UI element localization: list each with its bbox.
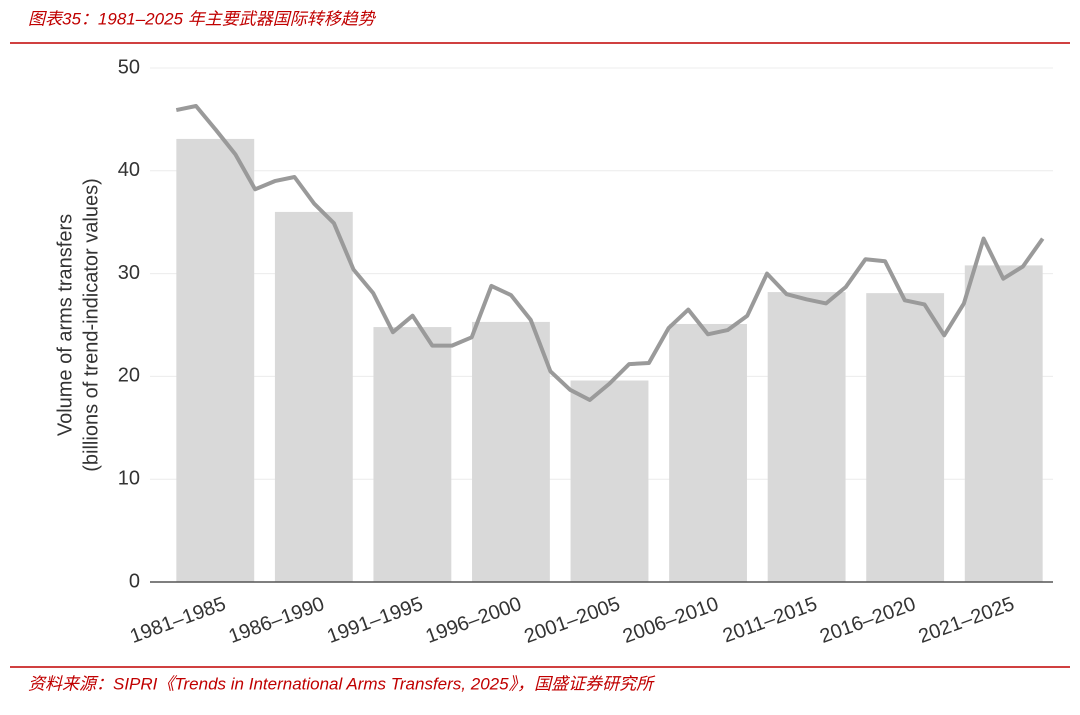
x-tick-label: 2001–2005: [521, 593, 623, 648]
x-tick-label: 1981–1985: [127, 593, 229, 648]
x-tick-label: 1991–1995: [324, 593, 426, 648]
y-axis-title: (billions of trend-indicator values): [80, 178, 102, 471]
x-tick-label: 1986–1990: [226, 593, 328, 648]
bar: [964, 265, 1043, 582]
y-axis-title: Volume of arms transfers: [54, 214, 76, 436]
x-tick-label: 2021–2025: [916, 593, 1018, 648]
y-tick-label: 0: [129, 570, 140, 592]
x-tick-label: 1996–2000: [423, 593, 525, 648]
bar: [866, 293, 945, 582]
bar: [669, 323, 747, 582]
bar: [176, 138, 255, 582]
chart-title: 图表35：1981–2025 年主要武器国际转移趋势: [28, 9, 377, 28]
x-tick-label: 2006–2010: [620, 593, 722, 648]
y-tick-label: 10: [118, 467, 140, 489]
bar: [274, 211, 353, 583]
bar: [570, 380, 649, 582]
x-tick-label: 2016–2020: [817, 593, 919, 648]
bar: [767, 292, 846, 582]
y-tick-label: 20: [118, 365, 140, 387]
x-tick-label: 2011–2015: [720, 593, 820, 647]
y-tick-label: 30: [118, 262, 140, 284]
bar: [373, 327, 452, 582]
y-tick-label: 50: [118, 56, 140, 78]
y-tick-label: 40: [118, 159, 140, 181]
bar: [472, 321, 550, 582]
trend-line: [175, 104, 1045, 402]
source-note: 资料来源：SIPRI《Trends in International Arms …: [28, 674, 656, 693]
